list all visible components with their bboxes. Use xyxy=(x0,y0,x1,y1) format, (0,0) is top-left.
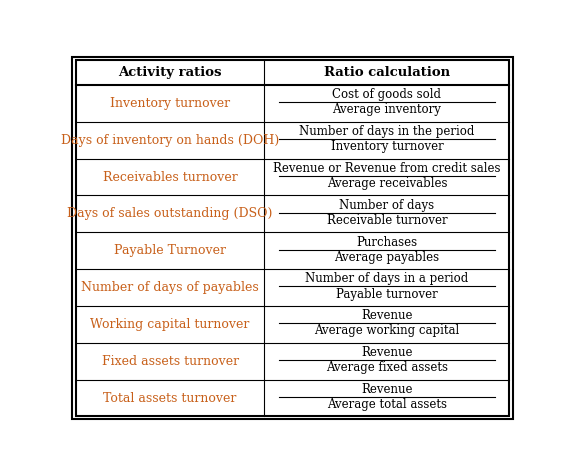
Text: Revenue: Revenue xyxy=(361,309,413,322)
Text: Revenue: Revenue xyxy=(361,346,413,359)
Text: Inventory turnover: Inventory turnover xyxy=(110,97,230,110)
Text: Ratio calculation: Ratio calculation xyxy=(324,66,450,79)
Text: Average payables: Average payables xyxy=(335,251,440,264)
Text: Receivables turnover: Receivables turnover xyxy=(103,170,238,184)
Text: Revenue or Revenue from credit sales: Revenue or Revenue from credit sales xyxy=(273,162,501,175)
Text: Activity ratios: Activity ratios xyxy=(118,66,222,79)
Text: Purchases: Purchases xyxy=(356,236,417,249)
Text: Working capital turnover: Working capital turnover xyxy=(90,318,250,331)
Text: Average inventory: Average inventory xyxy=(332,103,441,117)
Text: Average total assets: Average total assets xyxy=(327,398,447,411)
Text: Receivable turnover: Receivable turnover xyxy=(327,214,447,227)
Text: Days of inventory on hands (DOH): Days of inventory on hands (DOH) xyxy=(61,134,279,147)
Text: Payable Turnover: Payable Turnover xyxy=(114,244,226,257)
Text: Cost of goods sold: Cost of goods sold xyxy=(332,88,441,101)
Text: Payable turnover: Payable turnover xyxy=(336,287,438,301)
Text: Days of sales outstanding (DSO): Days of sales outstanding (DSO) xyxy=(67,207,273,220)
Text: Number of days in a period: Number of days in a period xyxy=(305,272,469,286)
Text: Average receivables: Average receivables xyxy=(327,177,447,190)
Text: Revenue: Revenue xyxy=(361,383,413,396)
Text: Average working capital: Average working capital xyxy=(315,324,460,337)
Text: Number of days in the period: Number of days in the period xyxy=(299,125,475,138)
Text: Average fixed assets: Average fixed assets xyxy=(326,361,448,374)
Text: Total assets turnover: Total assets turnover xyxy=(103,392,237,405)
Text: Fixed assets turnover: Fixed assets turnover xyxy=(102,354,239,368)
Text: Number of days: Number of days xyxy=(339,199,435,212)
Text: Inventory turnover: Inventory turnover xyxy=(331,140,443,153)
Text: Number of days of payables: Number of days of payables xyxy=(81,281,259,294)
